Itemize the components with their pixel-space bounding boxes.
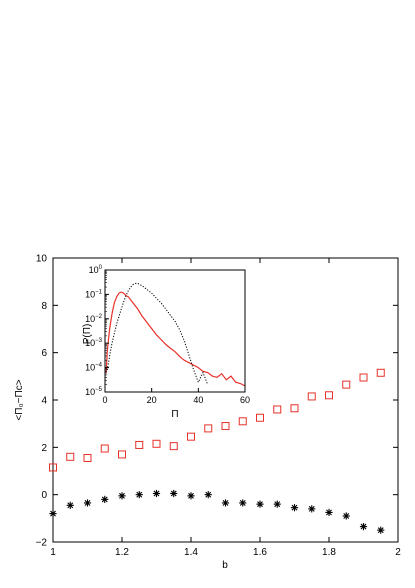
square-marker [342,380,351,389]
main-y-tick-label: 6 [41,348,47,359]
square-marker [152,439,161,448]
asterisk-marker [221,499,230,507]
square-marker [273,405,282,414]
inset-solid-series-line [105,291,246,387]
main-ticks [52,257,399,543]
asterisk-marker [239,499,247,507]
square-marker [359,373,368,382]
main-y-tick-label: 10 [36,254,48,265]
square-marker [187,432,195,441]
main-y-tick-label: 2 [41,443,47,454]
asterisk-marker [118,492,126,500]
square-marker [66,452,75,461]
inset-y-tick-label: 100 [89,265,103,275]
main-x-tick-label: 1.8 [322,547,336,558]
inset-y-tick-label: 10−5 [85,387,103,397]
main-x-axis-label: b [222,560,228,571]
inset-data-lines [105,282,246,387]
square-marker [204,424,213,433]
inset-y-tick-label: 10−4 [85,363,103,373]
main-x-tick-label: 1.6 [253,547,267,558]
main-y-tick-label: 4 [41,396,47,407]
main-x-tick-label: 1.4 [184,547,198,558]
inset-x-tick-label: 60 [240,395,250,405]
main-y-tick-label: 0 [41,490,47,501]
asterisk-marker [273,500,281,508]
asterisk-marker [342,512,350,520]
square-marker [221,422,230,431]
inset-x-tick-label: 40 [193,395,203,405]
asterisk-marker [256,500,264,508]
asterisk-marker [359,523,368,531]
square-marker [83,453,92,462]
asterisk-marker [66,501,74,509]
asterisk-marker [49,510,57,518]
main-x-tick-label: 1.2 [115,547,129,558]
asterisk-marker [83,499,92,507]
square-marker [238,417,247,426]
main-data-marks [49,368,385,534]
asterisk-marker [204,491,212,499]
inset-dotted-series-line [106,282,209,385]
inset-x-tick-label: 0 [102,395,107,405]
inset-x-tick-label: 20 [147,395,157,405]
inset-ticks [104,269,246,393]
square-marker [256,413,264,422]
main-y-tick-label: 8 [41,301,47,312]
asterisk-marker [152,489,161,498]
inset-y-tick-label: 10−1 [85,289,103,299]
asterisk-marker [325,508,333,517]
square-marker [135,440,144,449]
square-marker [290,404,299,413]
asterisk-marker [187,492,195,500]
inset-y-tick-label: 10−3 [85,338,103,348]
inset-x-axis-label: Π [171,409,178,420]
square-marker [49,463,57,472]
main-x-tick-label: 1 [50,547,56,558]
asterisk-marker [290,504,299,512]
main-y-axis-label: <Π₀−Πᴄ> [14,379,25,420]
asterisk-marker [308,505,316,513]
inset-plot-frame [104,269,246,393]
inset-y-axis-label: P(Π) [82,324,93,345]
main-x-tick-label: 2 [395,547,401,558]
asterisk-marker [170,489,178,498]
inset-background [105,270,245,392]
inset-tick-labels: 0 20 40 60 100 10−1 10−2 10−3 10−4 10−5 [85,265,250,405]
inset-y-tick-label: 10−2 [85,314,103,324]
square-marker [169,442,178,451]
square-marker [307,392,316,401]
main-y-tick-label: −2 [36,538,48,549]
main-tick-labels: 1 1.2 1.4 1.6 1.8 2 −2 0 2 4 6 8 10 [36,254,402,559]
asterisk-marker [135,491,143,499]
asterisk-marker [377,526,385,534]
square-marker [376,368,385,377]
square-marker [100,444,109,453]
square-marker [325,391,333,400]
square-marker [118,450,126,459]
asterisk-marker [101,495,109,503]
